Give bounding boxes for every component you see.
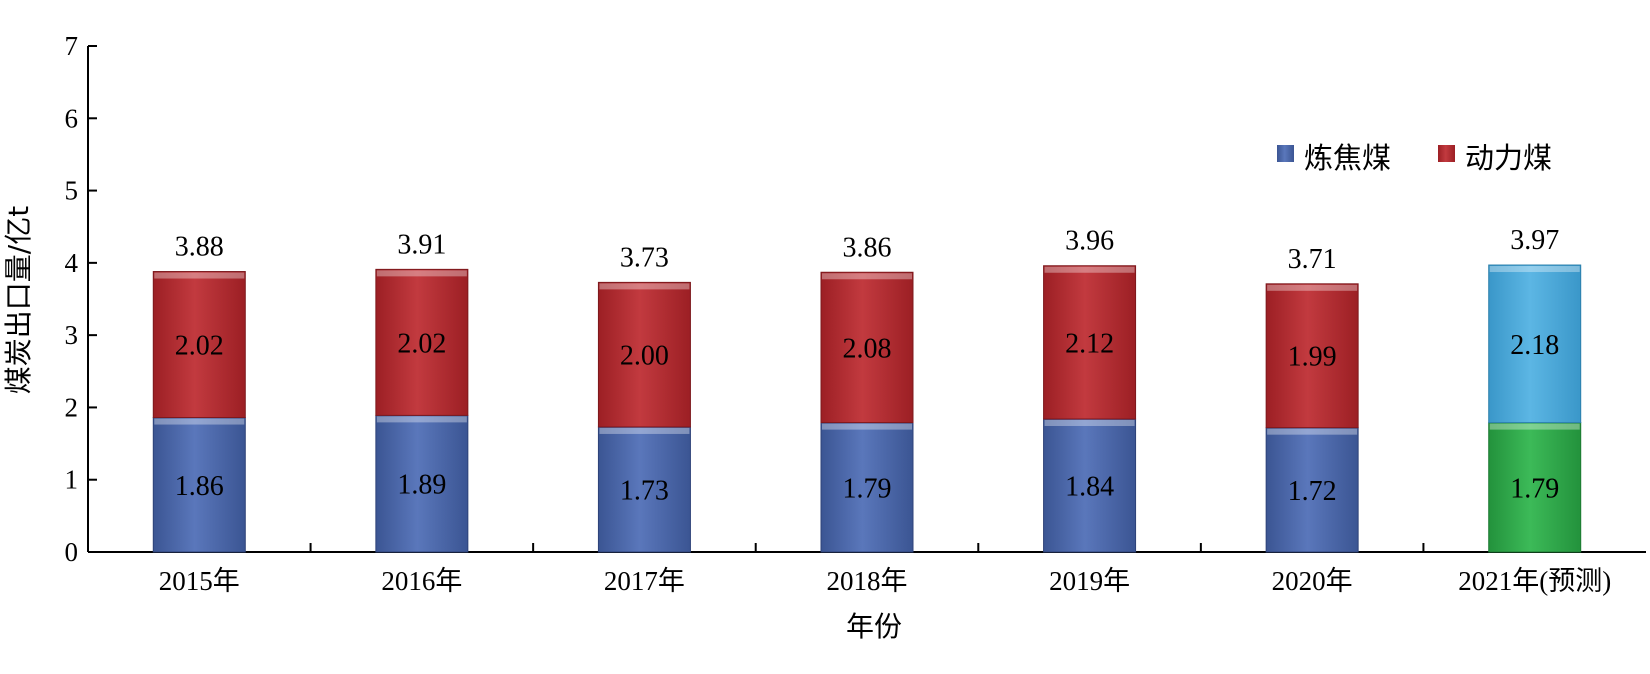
data-label-coking-coal: 1.72	[1288, 476, 1337, 507]
y-tick-label: 5	[65, 176, 79, 206]
bar-bevel-highlight	[1489, 266, 1580, 273]
bar-thermal-coal	[152, 271, 246, 419]
bar-thermal-coal	[1043, 265, 1137, 420]
data-label-total: 3.86	[843, 232, 892, 263]
legend: 炼焦煤 动力煤	[1277, 141, 1552, 175]
x-tick-label: 2017年	[604, 566, 685, 596]
data-label-coking-coal: 1.89	[397, 470, 446, 501]
legend-label-coking-coal: 炼焦煤	[1304, 141, 1391, 175]
data-label-total: 3.73	[620, 242, 669, 273]
data-label-coking-coal: 1.84	[1065, 471, 1114, 502]
y-tick-label: 1	[65, 465, 79, 495]
y-tick-label: 2	[65, 392, 79, 422]
bar-bevel-highlight	[376, 270, 467, 277]
bar-bevel-highlight	[599, 427, 690, 434]
bar-thermal-coal	[1488, 264, 1582, 424]
bar-bevel-highlight	[154, 418, 245, 425]
bar-bevel-highlight	[1044, 266, 1135, 273]
bar-bevel-highlight	[1489, 423, 1580, 430]
bar-bevel-highlight	[822, 423, 912, 430]
x-tick-label: 2021年(预测)	[1458, 566, 1611, 596]
y-tick-label: 4	[65, 248, 79, 278]
legend-label-thermal-coal: 动力煤	[1465, 141, 1552, 175]
data-label-coking-coal: 1.79	[1510, 473, 1559, 504]
data-label-thermal-coal: 2.18	[1510, 330, 1559, 361]
bar-coking-coal	[1488, 422, 1582, 553]
y-tick-label: 3	[65, 320, 79, 350]
data-label-coking-coal: 1.79	[843, 473, 892, 504]
y-tick-label: 7	[65, 31, 79, 61]
data-label-thermal-coal: 2.12	[1065, 328, 1114, 359]
bar-coking-coal	[1043, 418, 1137, 553]
x-tick-label: 2016年	[381, 566, 462, 596]
bar-coking-coal	[597, 426, 691, 553]
data-label-thermal-coal: 2.02	[175, 331, 224, 362]
bar-coking-coal	[375, 414, 469, 553]
bar-thermal-coal	[375, 268, 469, 416]
bar-thermal-coal	[820, 271, 914, 424]
data-label-total: 3.97	[1510, 225, 1559, 256]
legend-swatch-coking-coal	[1277, 145, 1294, 162]
bar-coking-coal	[152, 417, 246, 553]
bar-bevel-highlight	[599, 283, 690, 290]
bar-bevel-highlight	[822, 273, 912, 280]
x-tick-label: 2015年	[159, 566, 240, 596]
y-tick-label: 0	[65, 537, 79, 567]
data-label-coking-coal: 1.86	[175, 471, 224, 502]
data-label-total: 3.96	[1065, 226, 1114, 257]
data-label-total: 3.88	[175, 232, 224, 263]
legend-swatch-thermal-coal	[1438, 145, 1455, 162]
data-label-thermal-coal: 2.08	[843, 333, 892, 364]
bar-bevel-highlight	[376, 416, 467, 423]
bar-bevel-highlight	[154, 272, 245, 279]
data-label-total: 3.91	[397, 229, 446, 260]
x-tick-label: 2019年	[1049, 566, 1130, 596]
bar-coking-coal	[1265, 427, 1359, 553]
data-label-thermal-coal: 2.00	[620, 341, 669, 372]
bar-bevel-highlight	[1267, 284, 1358, 291]
bar-coking-coal	[820, 422, 914, 553]
bar-bevel-highlight	[1267, 428, 1358, 435]
data-label-coking-coal: 1.73	[620, 475, 669, 506]
data-label-thermal-coal: 2.02	[397, 328, 446, 359]
data-label-thermal-coal: 1.99	[1288, 342, 1337, 373]
bar-bevel-highlight	[1044, 419, 1135, 426]
bar-thermal-coal	[597, 281, 691, 428]
x-tick-label: 2020年	[1272, 566, 1353, 596]
data-label-total: 3.71	[1288, 244, 1337, 275]
x-axis-title: 年份	[846, 610, 902, 643]
y-tick-label: 6	[65, 103, 79, 133]
y-axis-title: 煤炭出口量/亿t	[2, 206, 35, 394]
x-tick-label: 2018年	[827, 566, 908, 596]
bar-thermal-coal	[1265, 283, 1359, 429]
